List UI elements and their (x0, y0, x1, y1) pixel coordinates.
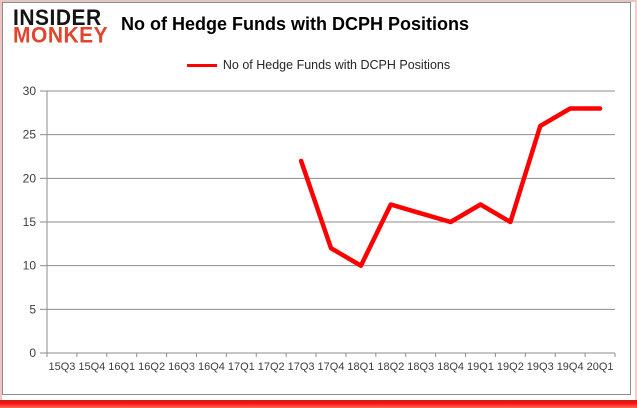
svg-text:20: 20 (23, 171, 37, 185)
svg-text:16Q4: 16Q4 (198, 361, 225, 373)
x-axis-tick-labels: 15Q3 15Q4 16Q1 16Q2 16Q3 16Q4 17Q1 17Q2 17Q3 17Q4… (48, 361, 613, 373)
svg-text:15: 15 (23, 215, 37, 229)
svg-text:19Q2: 19Q2 (497, 361, 524, 373)
series-no-of-hedge-funds-with-dcph-positions (298, 106, 603, 268)
logo-text-insider: INSIDER (13, 5, 102, 31)
gridlines (47, 90, 615, 354)
svg-text:18Q2: 18Q2 (377, 361, 404, 373)
svg-text:18Q4: 18Q4 (437, 361, 464, 373)
svg-text:10: 10 (23, 259, 37, 273)
svg-text:16Q3: 16Q3 (168, 361, 195, 373)
svg-text:17Q4: 17Q4 (318, 361, 345, 373)
svg-text:25: 25 (23, 128, 37, 142)
legend-line-swatch (186, 63, 217, 67)
svg-text:19Q1: 19Q1 (467, 361, 494, 373)
svg-text:18Q3: 18Q3 (407, 361, 434, 373)
legend-label: No of Hedge Funds with DCPH Positions (222, 58, 451, 72)
svg-text:17Q2: 17Q2 (258, 361, 285, 373)
svg-text:5: 5 (29, 302, 36, 316)
svg-text:17Q3: 17Q3 (288, 361, 315, 373)
chart-title: No of Hedge Funds with DCPH Positions (121, 14, 469, 34)
svg-text:18Q1: 18Q1 (347, 361, 374, 373)
svg-text:15Q3: 15Q3 (48, 361, 75, 373)
svg-text:19Q4: 19Q4 (557, 361, 584, 373)
insider-monkey-logo: INSIDER MONKEY (13, 5, 109, 49)
svg-text:15Q4: 15Q4 (78, 361, 105, 373)
bottom-red-border (0, 400, 637, 408)
hedge-funds-series-line (298, 106, 603, 268)
svg-text:30: 30 (23, 84, 37, 98)
y-axis-tick-labels: 0 5 10 15 20 25 30 (23, 84, 37, 360)
axes (40, 90, 616, 357)
logo-text-monkey: MONKEY (13, 24, 109, 49)
svg-text:19Q3: 19Q3 (527, 361, 554, 373)
svg-text:20Q1: 20Q1 (587, 361, 614, 373)
chart-legend: No of Hedge Funds with DCPH Positions (0, 58, 637, 72)
svg-text:16Q2: 16Q2 (138, 361, 165, 373)
svg-text:17Q1: 17Q1 (228, 361, 255, 373)
svg-text:0: 0 (29, 346, 36, 360)
svg-text:16Q1: 16Q1 (108, 361, 135, 373)
